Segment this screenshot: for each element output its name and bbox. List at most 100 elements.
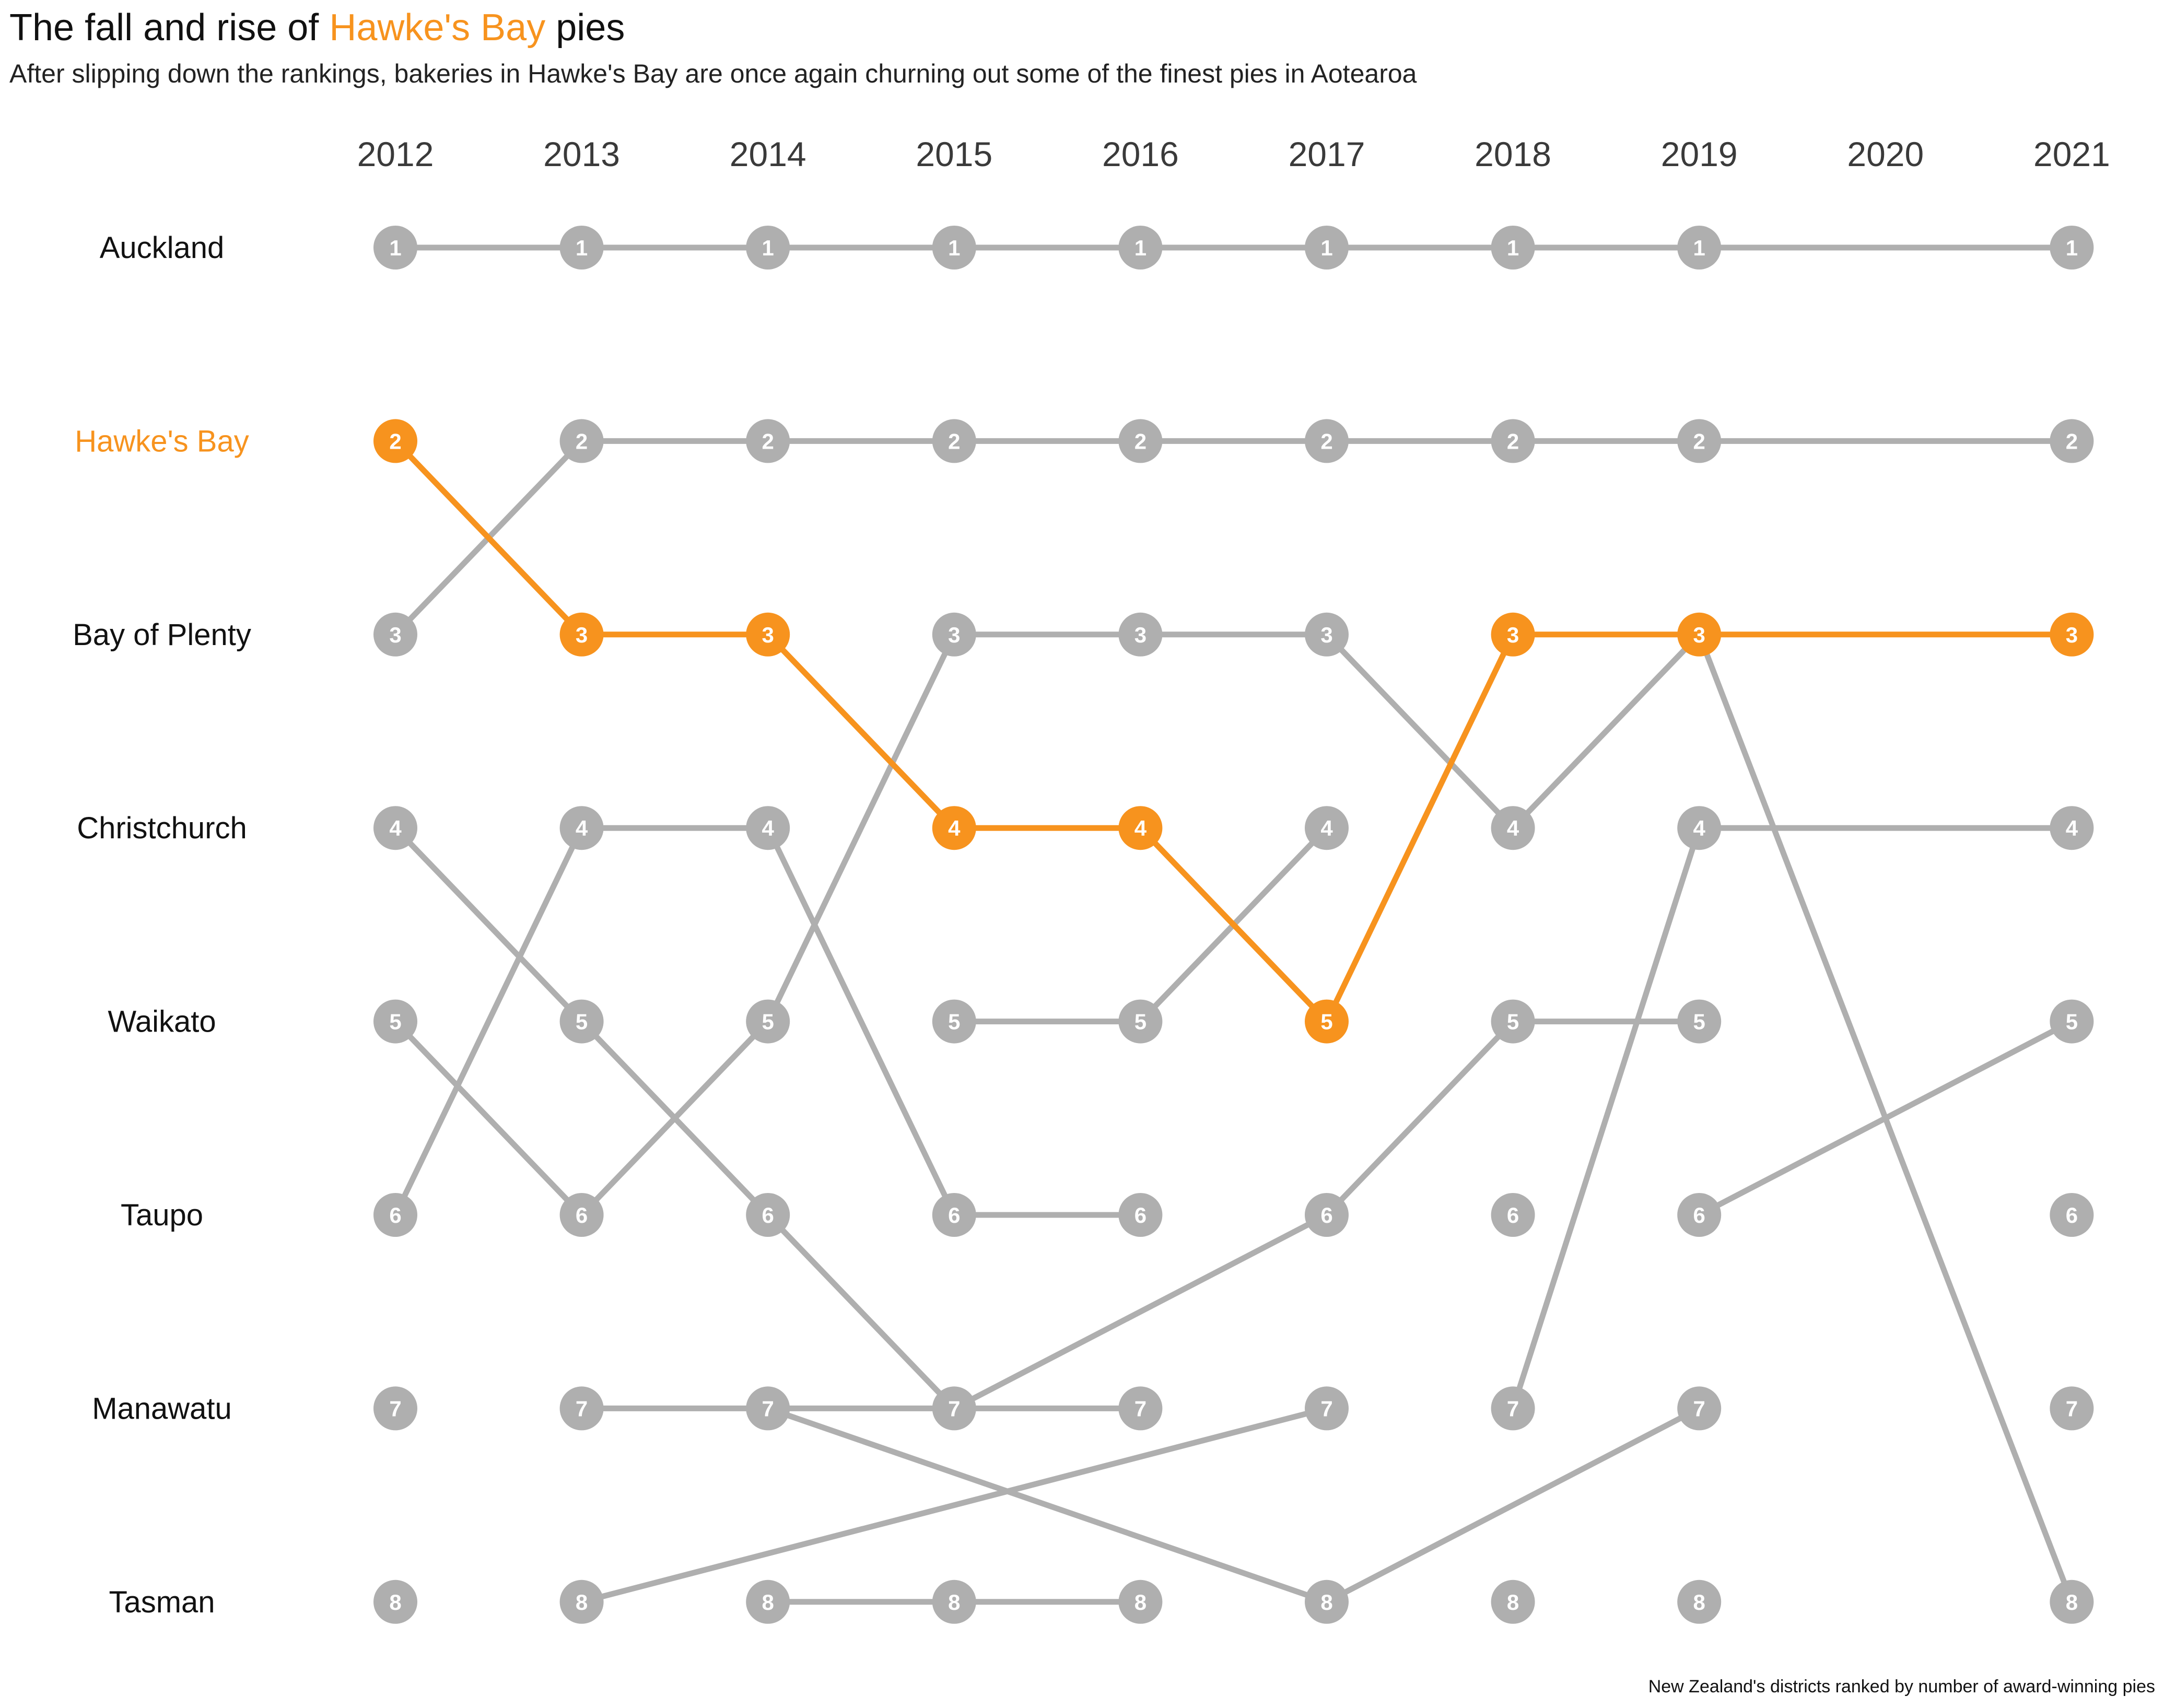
rank-marker (559, 1386, 604, 1431)
x-tick-label: 2014 (730, 135, 806, 173)
x-tick-label: 2020 (1847, 135, 1924, 173)
chart-caption: New Zealand's districts ranked by number… (1648, 1677, 2155, 1697)
x-tick-label: 2016 (1102, 135, 1179, 173)
rank-marker-label: 8 (1134, 1590, 1147, 1615)
rank-marker (746, 1386, 790, 1431)
rank-marker-label: 1 (389, 236, 401, 260)
rank-marker-label: 3 (389, 623, 401, 647)
rank-marker-label: 8 (2066, 1590, 2078, 1615)
title-prefix: The fall and rise of (9, 7, 330, 49)
rank-marker (1305, 1386, 1349, 1431)
rank-marker (2050, 419, 2094, 463)
rank-marker-label: 2 (948, 429, 960, 453)
rank-marker (932, 1386, 976, 1431)
rank-marker-label: 1 (1320, 236, 1332, 260)
rank-marker (1118, 999, 1163, 1044)
rank-marker (1677, 226, 1722, 270)
rank-marker (1491, 806, 1535, 850)
rank-marker-label: 6 (576, 1203, 588, 1227)
rank-marker-label: 6 (1320, 1203, 1332, 1227)
rank-marker (1118, 1386, 1163, 1431)
series-line (579, 1405, 1330, 1605)
rank-marker-label: 8 (1507, 1590, 1519, 1615)
rank-marker-label: 5 (762, 1010, 774, 1034)
rank-marker (1677, 1193, 1722, 1237)
highlight-line (392, 438, 2075, 1025)
rank-marker-label: 7 (948, 1396, 960, 1421)
rank-marker-label: 4 (2066, 816, 2078, 840)
rank-marker (559, 999, 604, 1044)
highlight-rank-marker (932, 806, 976, 850)
highlight-rank-marker (1677, 612, 1722, 657)
title-highlight: Hawke's Bay (329, 7, 546, 49)
rank-marker-label: 8 (1320, 1590, 1332, 1615)
rank-marker (559, 806, 604, 850)
rank-marker-label: 2 (2066, 429, 2078, 453)
y-tick-label: Tasman (109, 1585, 215, 1619)
rank-marker-label: 1 (1693, 236, 1705, 260)
rank-marker (1305, 419, 1349, 463)
rank-marker-label: 3 (1693, 623, 1705, 647)
rank-marker-label: 5 (576, 1010, 588, 1034)
rank-marker-label: 1 (1134, 236, 1147, 260)
rank-marker (1677, 1580, 1722, 1624)
rank-marker-label: 2 (389, 429, 401, 453)
rank-marker (746, 1193, 790, 1237)
rank-marker (1491, 1386, 1535, 1431)
rank-marker (1677, 1386, 1722, 1431)
rank-marker-label: 2 (576, 429, 588, 453)
rank-marker-label: 2 (1693, 429, 1705, 453)
series-line (951, 825, 1330, 1025)
rank-marker (932, 1580, 976, 1624)
rank-marker-label: 7 (1693, 1396, 1705, 1421)
rank-marker-label: 5 (2066, 1010, 2078, 1034)
rank-marker-label: 3 (576, 623, 588, 647)
rank-marker-label: 7 (1507, 1396, 1519, 1421)
chart-subtitle: After slipping down the rankings, bakeri… (9, 59, 1417, 88)
rank-marker (932, 1193, 976, 1237)
rank-marker-label: 1 (948, 236, 960, 260)
rank-marker-label: 7 (2066, 1396, 2078, 1421)
rank-marker (559, 226, 604, 270)
rank-marker (559, 1193, 604, 1237)
rank-marker (1677, 806, 1722, 850)
x-axis-ticks: 2012 2013 2014 2015 2016 2017 2018 2019 2020 2021 (357, 135, 2110, 173)
rank-marker-label: 3 (948, 623, 960, 647)
rank-marker (932, 226, 976, 270)
rank-marker-label: 4 (389, 816, 402, 840)
rank-marker (2050, 226, 2094, 270)
rank-marker-label: 4 (1134, 816, 1147, 840)
rank-marker-label: 8 (948, 1590, 960, 1615)
chart-title: The fall and rise of Hawke's Bay pies (9, 6, 625, 49)
x-tick-label: 2015 (916, 135, 992, 173)
y-tick-label: Hawke's Bay (75, 424, 249, 458)
rank-marker-label: 6 (2066, 1203, 2078, 1227)
rank-marker (1118, 226, 1163, 270)
x-tick-label: 2019 (1661, 135, 1738, 173)
rank-marker-label: 1 (576, 236, 588, 260)
rank-marker (1491, 999, 1535, 1044)
rank-marker-label: 5 (1693, 1010, 1705, 1034)
rank-marker-label: 7 (1134, 1396, 1147, 1421)
rank-marker-label: 6 (1693, 1203, 1705, 1227)
rank-marker-label: 7 (576, 1396, 588, 1421)
rank-marker-label: 6 (389, 1203, 401, 1227)
rank-marker-label: 5 (1134, 1010, 1147, 1034)
rank-marker-label: 2 (762, 429, 774, 453)
rank-marker-label: 3 (1134, 623, 1147, 647)
rank-marker-label: 7 (389, 1396, 401, 1421)
rank-marker (1305, 226, 1349, 270)
rank-marker (2050, 806, 2094, 850)
rank-marker (932, 999, 976, 1044)
rank-marker-label: 8 (762, 1590, 774, 1615)
rank-marker-label: 4 (1320, 816, 1333, 840)
rank-marker-label: 5 (1320, 1010, 1332, 1034)
rank-marker (373, 1193, 417, 1237)
rank-marker (746, 806, 790, 850)
rank-marker (1677, 419, 1722, 463)
rank-marker (373, 226, 417, 270)
rank-marker-label: 6 (948, 1203, 960, 1227)
rank-marker (746, 1580, 790, 1624)
rank-marker (746, 226, 790, 270)
